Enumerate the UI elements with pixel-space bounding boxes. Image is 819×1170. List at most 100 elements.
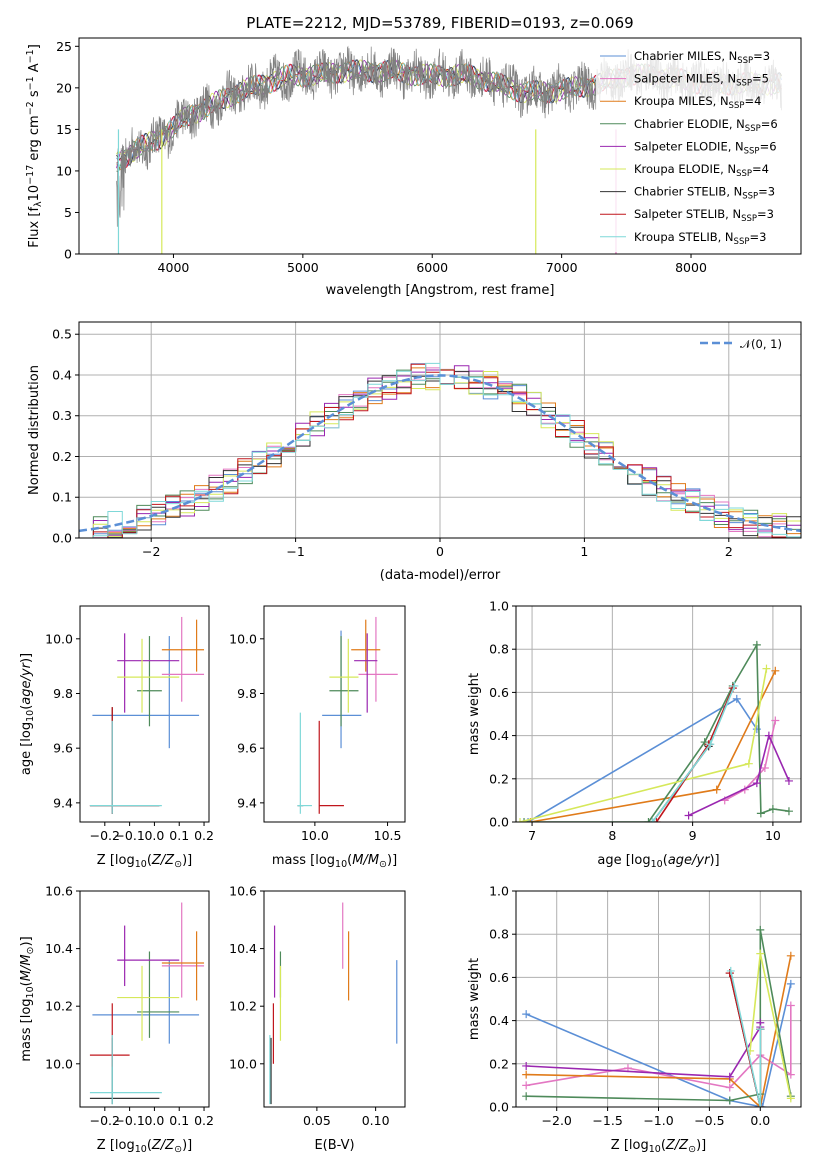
mass-weight-line	[749, 953, 792, 1099]
legend-entry: Chabrier ELODIE, NSSP=6	[634, 117, 778, 134]
x-axis-label: age [log10(age/yr)]	[597, 853, 719, 870]
y-tick-label: 0.8	[489, 927, 509, 942]
y-tick-label: 9.8	[237, 686, 257, 701]
label-part: Z [log	[611, 1138, 649, 1153]
label-part: Z [log	[97, 1138, 135, 1153]
y-tick-label: 0.0	[489, 1100, 509, 1115]
plot-area-5	[89, 902, 205, 1105]
legend-sub: SSP	[736, 79, 752, 89]
y-tick-label: 1.0	[489, 884, 509, 899]
x-tick-label: 2	[725, 544, 733, 559]
y-tick-label: 0.5	[52, 327, 72, 342]
x-tick-label: 0.10	[362, 1113, 390, 1128]
page-title: PLATE=2212, MJD=53789, FIBERID=0193, z=0…	[246, 14, 633, 32]
x-tick-label: 6000	[416, 260, 448, 275]
legend-entry: Kroupa MILES, NSSP=4	[634, 94, 761, 111]
x-tick-label: 7000	[546, 260, 578, 275]
legend-text: Salpeter STELIB, N	[634, 207, 741, 221]
axes-frame	[79, 605, 210, 823]
legend-text: Kroupa ELODIE, N	[634, 162, 736, 176]
y-tick-label: 0.4	[52, 367, 72, 382]
y-tick-label: 9.4	[237, 795, 257, 810]
axes-frame	[263, 890, 406, 1108]
label-part: )]	[696, 1138, 706, 1153]
y-tick-label: 0.8	[489, 642, 509, 657]
mass-weight-point	[771, 716, 780, 725]
legend-sub: SSP	[736, 169, 752, 179]
y-tick-label: 15	[56, 122, 72, 137]
x-tick-label: 0.0	[144, 1113, 164, 1128]
axes-frame	[79, 890, 210, 1108]
label-part: age [log	[597, 853, 650, 868]
mass-weight-line	[526, 955, 792, 1107]
label-part: −2	[25, 101, 36, 115]
label-part: (	[661, 1138, 666, 1153]
label-part: )]	[19, 653, 34, 663]
label-part: 10	[27, 185, 42, 202]
legend-sub: SSP	[744, 146, 760, 156]
mass-weight-line	[730, 970, 762, 1107]
label-part: −17	[25, 165, 36, 185]
label-part: s	[27, 90, 42, 101]
mass-weight-point	[758, 1103, 767, 1107]
mass-weight-point	[756, 1025, 765, 1034]
y-tick-label: 25	[56, 39, 72, 54]
mass-weight-point	[760, 764, 769, 772]
x-tick-label: 1	[580, 544, 588, 559]
y-tick-label: 0.0	[52, 531, 72, 546]
y-tick-label: 0.4	[489, 728, 509, 743]
normal-curve	[79, 374, 801, 533]
legend-entry: Salpeter STELIB, NSSP=3	[634, 207, 774, 224]
y-tick-label: 1.0	[489, 599, 509, 614]
legend-text: Chabrier STELIB, N	[634, 185, 742, 199]
y-tick-label: 10.2	[45, 999, 73, 1014]
y-tick-label: 0.6	[489, 685, 509, 700]
x-tick-label: 4000	[158, 260, 190, 275]
x-tick-label: 0.2	[194, 1113, 214, 1128]
x-tick-label: −1.0	[643, 1113, 673, 1128]
label-part: (	[19, 981, 34, 986]
y-axis-label: age [log10(age/yr)]	[19, 653, 36, 775]
mass-weight-point	[756, 1103, 765, 1107]
legend-sub: SSP	[734, 237, 750, 247]
x-axis-label: Z [log10(Z/Z⊙)]	[97, 1138, 192, 1155]
mass-weight-point	[756, 809, 765, 818]
mass-weight-point	[706, 740, 715, 749]
label-part: 10	[135, 859, 147, 870]
y-tick-label: 0.2	[489, 1056, 509, 1071]
y-tick-label: 0.0	[489, 815, 509, 830]
x-tick-label: −2	[142, 544, 160, 559]
legend-value: =6	[761, 117, 778, 131]
label-part: M/M	[352, 853, 379, 868]
axes-frame	[78, 37, 802, 255]
legend-value: =3	[758, 185, 775, 199]
legend-text: Chabrier MILES, N	[634, 49, 737, 63]
x-tick-label: 10.5	[374, 828, 402, 843]
label-part: (	[347, 853, 352, 868]
legend-value: =5	[752, 72, 769, 86]
plot-area-6	[269, 902, 398, 1105]
label-part: −1	[25, 76, 36, 90]
x-tick-label: 9	[689, 828, 697, 843]
legend-text: Salpeter MILES, N	[634, 72, 736, 86]
label-part: λ	[33, 201, 44, 207]
y-tick-label: 0.2	[489, 771, 509, 786]
x-axis-label: (data-model)/error	[380, 568, 501, 583]
label-part: 10	[335, 859, 347, 870]
label-part: age [log	[19, 722, 34, 775]
axes-1: −2 −1 0 1 2 0.0 0.1 0.2 0.3 0.4 0.5 (data-model)/er…	[27, 321, 802, 583]
mass-weight-point	[752, 779, 761, 788]
x-axis-label: mass [log10(M/M⊙)]	[272, 853, 397, 870]
legend-box	[596, 42, 798, 252]
x-tick-label: 0.1	[169, 1113, 189, 1128]
axes-6: 0.05 0.10 10.0 10.2 10.4 10.6 E(B-V)	[229, 884, 406, 1153]
legend-entry: Salpeter MILES, NSSP=5	[634, 72, 769, 89]
mass-weight-point	[744, 759, 753, 768]
y-tick-label: 5	[64, 205, 72, 220]
x-tick-label: −0.1	[114, 828, 144, 843]
label-part: Flux [f	[27, 207, 42, 248]
y-tick-label: 9.6	[237, 741, 257, 756]
